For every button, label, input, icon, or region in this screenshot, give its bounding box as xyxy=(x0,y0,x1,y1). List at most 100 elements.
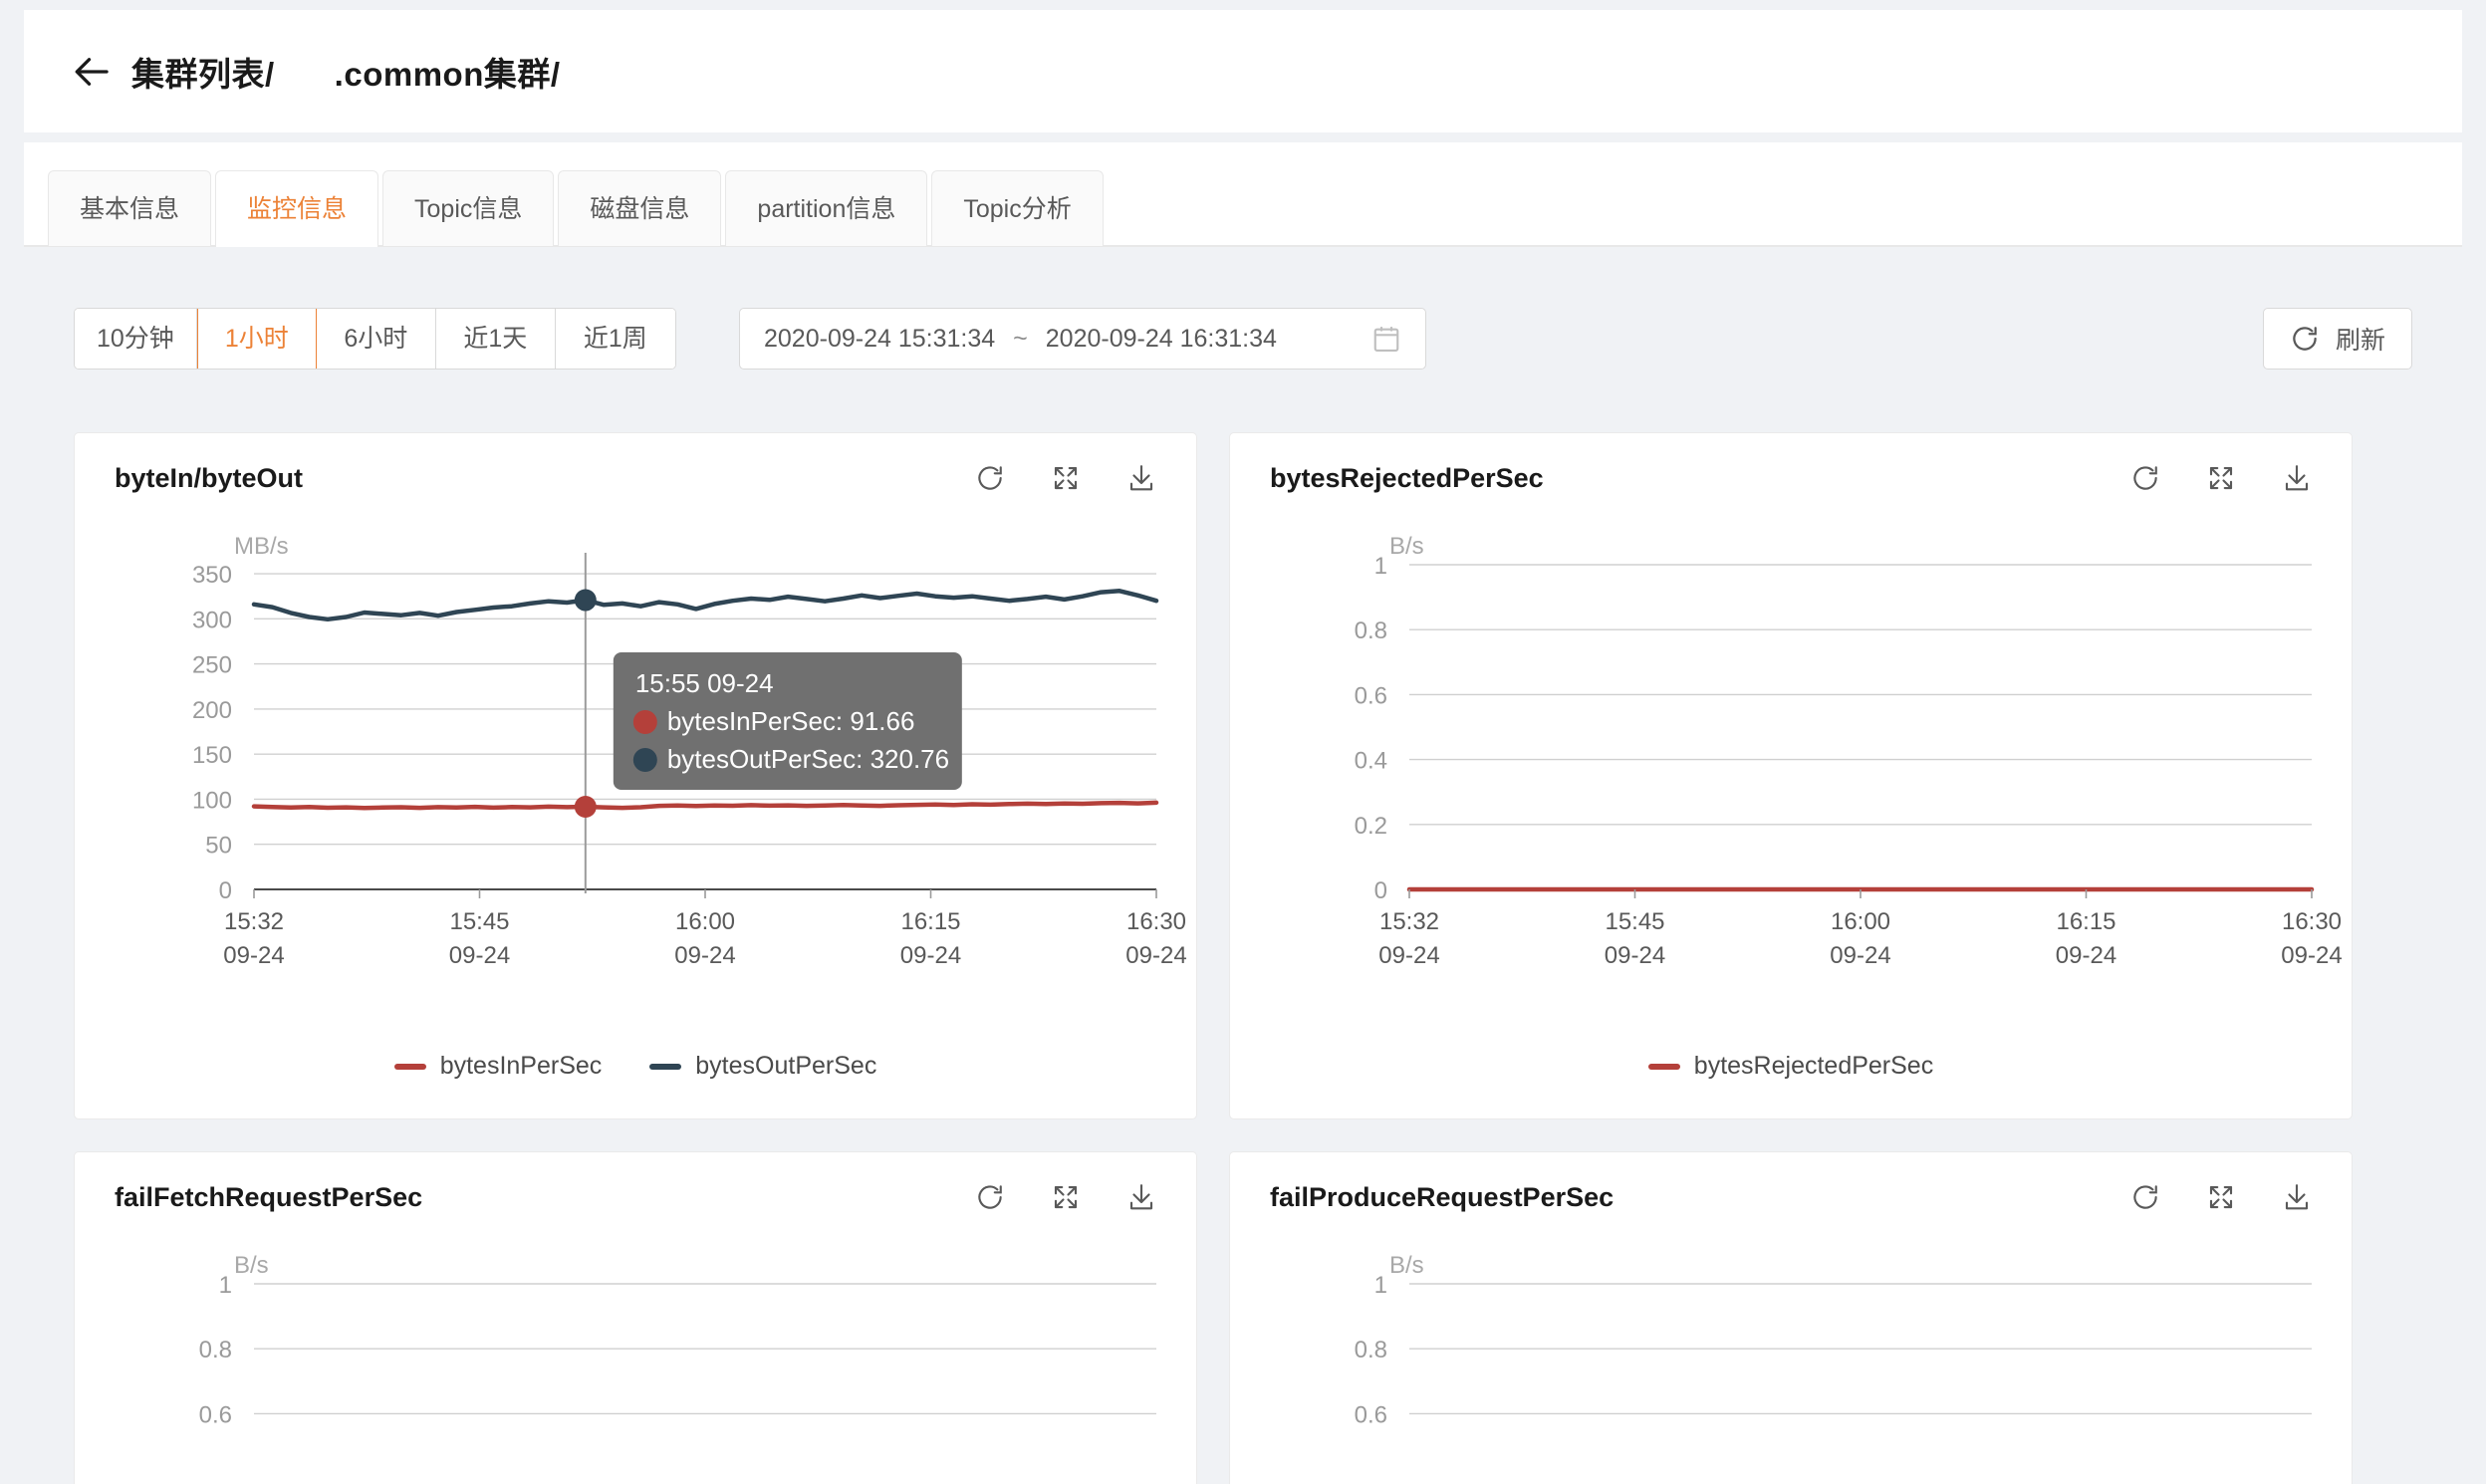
chart-card-failproducerequestpersec: failProduceRequestPerSec xyxy=(1229,1151,2353,1484)
tooltip-data-point xyxy=(574,795,597,818)
x-axis-tick-label: 15:45 xyxy=(449,908,509,935)
y-axis-tick-label: 0.4 xyxy=(1355,748,1387,775)
tab-bar: 基本信息 监控信息 Topic信息 磁盘信息 partition信息 Topic… xyxy=(24,142,2462,247)
y-axis-tick-label: 0 xyxy=(1374,877,1387,904)
legend-item-bytesinpersec[interactable]: bytesInPerSec xyxy=(393,1052,603,1081)
tab-topic-info[interactable]: Topic信息 xyxy=(382,170,555,246)
range-1hour[interactable]: 1小时 xyxy=(196,309,317,369)
range-1day[interactable]: 近1天 xyxy=(435,309,556,369)
tab-partition-info[interactable]: partition信息 xyxy=(725,170,928,246)
chart-plot-area: 0.6 0.8 1 xyxy=(75,1272,1196,1484)
date-end-input[interactable]: 2020-09-24 16:31:34 xyxy=(1045,324,1277,353)
time-range-group: 10分钟 1小时 6小时 近1天 近1周 xyxy=(74,308,676,370)
y-axis-tick-label: 150 xyxy=(192,742,232,769)
date-range-picker[interactable]: 2020-09-24 15:31:34 ~ 2020-09-24 16:31:3… xyxy=(739,308,1426,370)
x-axis-tick-label: 16:30 xyxy=(1126,908,1186,935)
legend-label: bytesRejectedPerSec xyxy=(1693,1052,1934,1080)
legend-swatch xyxy=(1647,1063,1680,1070)
breadcrumb-part-1[interactable]: 集群列表/ xyxy=(131,55,275,93)
card-title: failFetchRequestPerSec xyxy=(115,1181,423,1212)
x-axis-tick-sublabel: 09-24 xyxy=(1830,942,1890,969)
breadcrumb-part-2[interactable]: .common集群/ xyxy=(334,55,561,93)
card-header: byteIn/byteOut xyxy=(75,433,1196,523)
x-axis-tick-sublabel: 09-24 xyxy=(1605,942,1665,969)
chart-card-failfetchrequestpersec: failFetchRequestPerSec xyxy=(74,1151,1197,1484)
card-header: failProduceRequestPerSec xyxy=(1230,1152,2352,1242)
y-unit-label: B/s xyxy=(1389,533,1424,560)
expand-icon[interactable] xyxy=(1051,1182,1081,1212)
tooltip-series-row: bytesInPerSec: 91.66 xyxy=(667,706,915,736)
download-icon[interactable] xyxy=(2282,1182,2312,1212)
tooltip-series-row: bytesOutPerSec: 320.76 xyxy=(667,744,949,774)
y-unit-label: B/s xyxy=(234,1252,269,1279)
x-axis-tick-sublabel: 09-24 xyxy=(223,942,284,969)
y-axis-tick-label: 250 xyxy=(192,652,232,679)
tab-basic-info[interactable]: 基本信息 xyxy=(48,170,212,246)
y-axis-tick-label: 0.2 xyxy=(1355,813,1387,840)
y-axis-tick-label: 0.6 xyxy=(199,1401,232,1428)
tooltip-series-swatch xyxy=(632,748,657,772)
chart-series-line-bytesinpersec xyxy=(251,800,1159,811)
chart-card-bytesrejectedpersec: bytesRejectedPerSec xyxy=(1229,432,2353,1119)
card-header: failFetchRequestPerSec xyxy=(75,1152,1196,1242)
download-icon[interactable] xyxy=(1126,1182,1156,1212)
x-axis-tick-label: 15:45 xyxy=(1605,908,1664,935)
chart-plot-area: 0 50 100 150 200 250 300 350 15:32 09-24 15:45 09-2… xyxy=(75,553,1196,1001)
card-action-group xyxy=(2130,1182,2312,1212)
tab-topic-analysis[interactable]: Topic分析 xyxy=(931,170,1104,246)
refresh-icon[interactable] xyxy=(975,463,1005,493)
x-axis-tick-sublabel: 09-24 xyxy=(1125,942,1186,969)
card-header: bytesRejectedPerSec xyxy=(1230,433,2352,523)
range-1week[interactable]: 近1周 xyxy=(555,309,675,369)
refresh-icon[interactable] xyxy=(2130,1182,2160,1212)
date-start-input[interactable]: 2020-09-24 15:31:34 xyxy=(764,324,996,353)
expand-icon[interactable] xyxy=(2206,463,2236,493)
y-axis-tick-label: 200 xyxy=(192,697,232,724)
range-6hour[interactable]: 6小时 xyxy=(316,309,436,369)
card-title: bytesRejectedPerSec xyxy=(1270,462,1544,493)
card-action-group xyxy=(975,1182,1156,1212)
x-axis-tick-label: 16:15 xyxy=(900,908,960,935)
filter-toolbar: 10分钟 1小时 6小时 近1天 近1周 2020-09-24 15:31:34… xyxy=(24,248,2462,412)
chart-grid: byteIn/byteOut xyxy=(74,432,2412,1484)
calendar-icon[interactable] xyxy=(1371,324,1401,354)
refresh-button[interactable]: 刷新 xyxy=(2262,308,2412,370)
breadcrumb: 集群列表/ .common集群/ xyxy=(131,48,561,96)
x-axis-tick-label: 15:32 xyxy=(1379,908,1439,935)
expand-icon[interactable] xyxy=(1051,463,1081,493)
tab-disk-info[interactable]: 磁盘信息 xyxy=(558,170,722,246)
legend-label: bytesInPerSec xyxy=(439,1052,603,1080)
refresh-icon[interactable] xyxy=(975,1182,1005,1212)
card-title: byteIn/byteOut xyxy=(115,462,304,493)
y-axis-tick-label: 0.8 xyxy=(199,1337,232,1363)
legend-item-bytesoutpersec[interactable]: bytesOutPerSec xyxy=(649,1052,876,1081)
x-axis-tick-label: 16:30 xyxy=(2282,908,2342,935)
x-axis-tick-sublabel: 09-24 xyxy=(900,942,961,969)
y-axis-tick-label: 1 xyxy=(219,1272,232,1299)
y-axis-tick-label: 0.6 xyxy=(1355,1401,1387,1428)
legend-item-bytesrejectedpersec[interactable]: bytesRejectedPerSec xyxy=(1647,1052,1934,1081)
x-axis-tick-label: 15:32 xyxy=(224,908,284,935)
tooltip-series-swatch xyxy=(632,710,657,734)
card-action-group xyxy=(2130,463,2312,493)
tab-monitor-info[interactable]: 监控信息 xyxy=(215,170,379,247)
chart-legend: bytesInPerSec bytesOutPerSec xyxy=(75,1052,1196,1081)
tooltip-data-point xyxy=(574,589,597,612)
y-axis-tick-label: 0.8 xyxy=(1355,618,1387,644)
expand-icon[interactable] xyxy=(2206,1182,2236,1212)
x-axis-tick-label: 16:00 xyxy=(1831,908,1890,935)
y-axis-tick-label: 0.6 xyxy=(1355,682,1387,709)
refresh-icon[interactable] xyxy=(2130,463,2160,493)
tooltip-time: 15:55 09-24 xyxy=(635,668,774,698)
y-axis-tick-label: 1 xyxy=(1374,1272,1387,1299)
y-axis-tick-label: 300 xyxy=(192,607,232,633)
y-axis-tick-label: 1 xyxy=(1374,553,1387,580)
range-10min[interactable]: 10分钟 xyxy=(75,309,197,369)
arrow-left-icon[interactable] xyxy=(70,49,116,95)
chart-legend: bytesRejectedPerSec xyxy=(1230,1052,2352,1081)
download-icon[interactable] xyxy=(1126,463,1156,493)
y-axis-tick-label: 0 xyxy=(219,877,232,904)
y-axis-tick-label: 100 xyxy=(192,787,232,814)
download-icon[interactable] xyxy=(2282,463,2312,493)
